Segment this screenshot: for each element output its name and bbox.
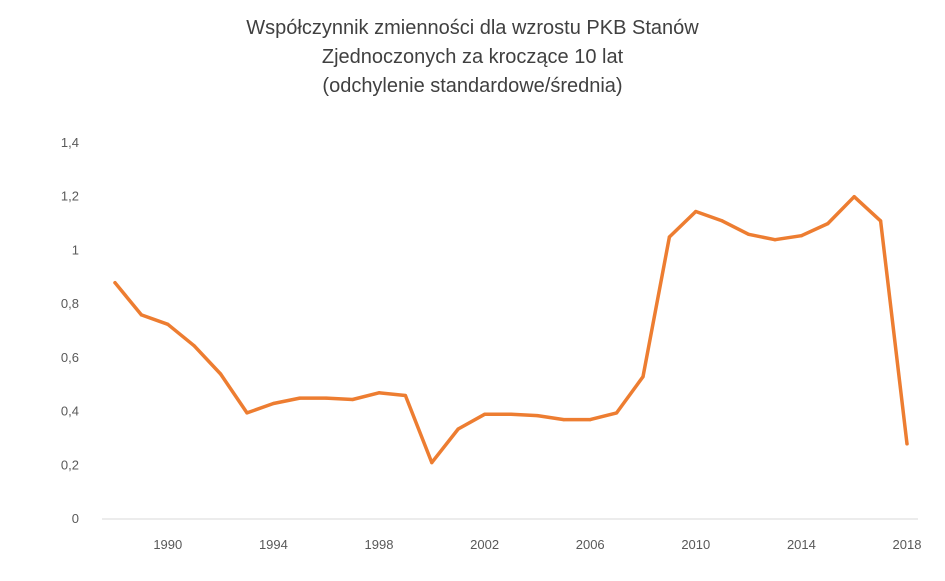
series-point (747, 232, 751, 236)
x-tick-label: 2014 (787, 537, 816, 552)
y-tick-label: 1 (72, 242, 79, 257)
series-point (298, 396, 302, 400)
series-point (799, 234, 804, 238)
series-point (562, 418, 566, 422)
y-tick-label: 0,8 (61, 296, 79, 311)
series-point (403, 393, 407, 398)
chart-title-line-2: Zjednoczonych za kroczące 10 lat (321, 46, 624, 68)
y-axis-tick-labels: 0 0,2 0,4 0,6 0,8 1 1,2 1,4 (61, 135, 79, 526)
chart-title: Współczynnik zmienności dla wzrostu PKB … (0, 14, 945, 101)
y-tick-label: 0,2 (61, 457, 79, 472)
y-tick-label: 1,4 (61, 135, 79, 150)
series-point (615, 411, 619, 415)
series-point (192, 344, 196, 348)
series-point (720, 219, 724, 223)
x-tick-label: 1998 (365, 537, 394, 552)
series-point (509, 412, 513, 416)
series-point (535, 414, 540, 418)
series-group (113, 194, 909, 465)
series-point (351, 397, 355, 402)
series-line (113, 194, 909, 465)
series-point (879, 219, 883, 223)
x-tick-label: 1990 (153, 537, 182, 552)
series-point (905, 442, 909, 446)
series-point (113, 281, 117, 285)
series-point (377, 391, 381, 395)
series-point (826, 222, 830, 226)
series-point (219, 372, 223, 376)
y-tick-label: 1,2 (61, 189, 79, 204)
x-tick-label: 2010 (681, 537, 710, 552)
y-tick-label: 0,4 (61, 404, 79, 419)
x-tick-label: 2002 (470, 537, 499, 552)
chart-title-line-3: (odchylenie standardowe/średnia) (322, 75, 623, 97)
series-point (430, 461, 434, 465)
series-point (324, 396, 328, 400)
x-tick-label: 2006 (576, 537, 605, 552)
series-point (139, 313, 143, 317)
series-point (166, 322, 170, 326)
series-point (483, 412, 487, 416)
series-point (694, 209, 698, 214)
series-point (641, 375, 645, 379)
series-point (271, 401, 275, 406)
series-point (245, 411, 249, 415)
x-tick-label: 1994 (259, 537, 288, 552)
x-tick-label: 2018 (893, 537, 922, 552)
series-point (588, 418, 592, 422)
series-point (852, 195, 856, 199)
y-tick-label: 0 (72, 511, 79, 526)
series-point (667, 235, 672, 239)
chart-title-line-1: Współczynnik zmienności dla wzrostu PKB … (246, 17, 699, 39)
series-point (773, 238, 777, 242)
y-tick-label: 0,6 (61, 350, 79, 365)
x-axis-tick-labels: 1990 1994 1998 2002 2006 2010 2014 2018 (153, 537, 921, 552)
series-point (456, 427, 460, 431)
